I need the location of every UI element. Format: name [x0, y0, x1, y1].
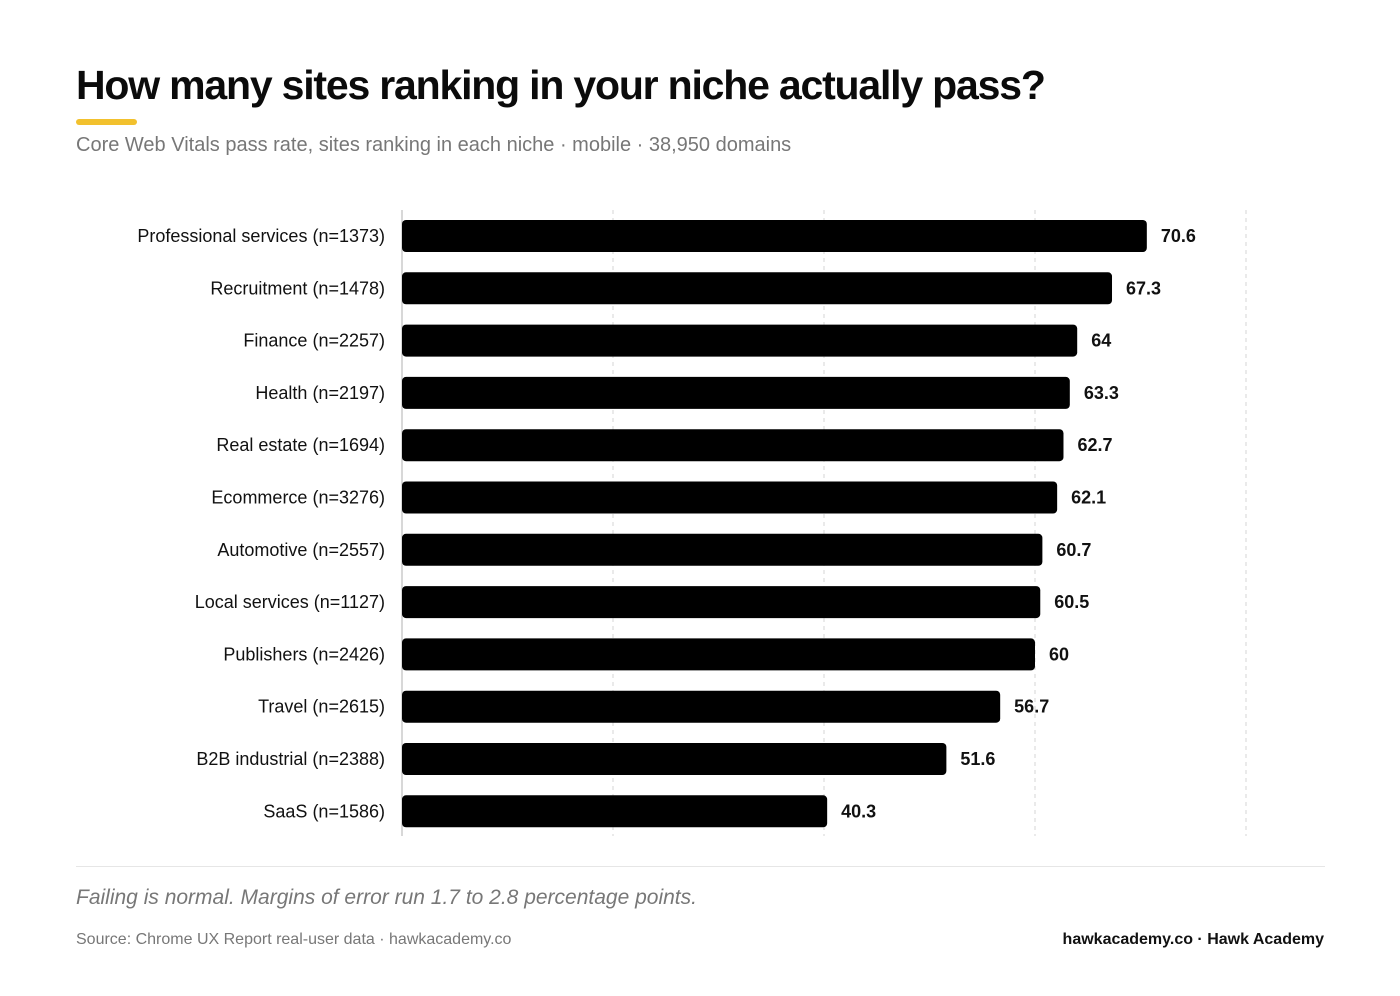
value-label: 64 — [1091, 331, 1111, 351]
footer-divider — [76, 866, 1325, 867]
source-text: Source: Chrome UX Report real-user data … — [76, 931, 512, 948]
value-label: 51.6 — [960, 749, 995, 769]
bar — [402, 272, 1113, 305]
title-accent-rule — [76, 119, 137, 125]
category-label: Local services (n=1127) — [195, 592, 385, 612]
bar — [402, 429, 1064, 462]
category-label: SaaS (n=1586) — [263, 801, 385, 821]
bar — [402, 795, 828, 828]
category-label: Automotive (n=2557) — [217, 540, 385, 560]
value-label: 67.3 — [1126, 278, 1161, 298]
bar — [402, 743, 947, 775]
bar — [402, 586, 1041, 619]
bar — [402, 638, 1035, 671]
category-label: Travel (n=2615) — [258, 697, 385, 717]
chart-title: How many sites ranking in your niche act… — [76, 62, 1046, 108]
bar — [402, 481, 1058, 514]
bar — [402, 220, 1147, 252]
bar-chart: Professional services (n=1373) 70.6 Recrui… — [137, 210, 1247, 836]
brand-text: hawkacademy.co · Hawk Academy — [1062, 931, 1324, 948]
value-label: 40.3 — [841, 801, 876, 821]
category-label: Real estate (n=1694) — [216, 435, 385, 455]
bar — [402, 376, 1070, 409]
bar — [402, 533, 1043, 566]
bar — [402, 690, 1001, 723]
value-label: 63.3 — [1084, 383, 1119, 403]
value-label: 70.6 — [1161, 226, 1196, 246]
value-label: 56.7 — [1014, 697, 1049, 717]
category-label: Finance (n=2257) — [243, 331, 385, 351]
category-label: Ecommerce (n=3276) — [211, 488, 385, 508]
value-label: 62.1 — [1071, 488, 1106, 508]
value-label: 60 — [1049, 644, 1069, 664]
chart-subtitle: Core Web Vitals pass rate, sites ranking… — [76, 134, 792, 156]
category-label: Health (n=2197) — [255, 383, 385, 403]
value-label: 62.7 — [1077, 435, 1112, 455]
category-label: Professional services (n=1373) — [137, 226, 385, 246]
category-label: Recruitment (n=1478) — [210, 278, 385, 298]
category-label: B2B industrial (n=2388) — [196, 749, 385, 769]
bar — [402, 324, 1078, 357]
footer-note: Failing is normal. Margins of error run … — [76, 886, 697, 909]
value-label: 60.7 — [1056, 540, 1091, 560]
value-label: 60.5 — [1054, 592, 1089, 612]
category-label: Publishers (n=2426) — [223, 644, 385, 664]
